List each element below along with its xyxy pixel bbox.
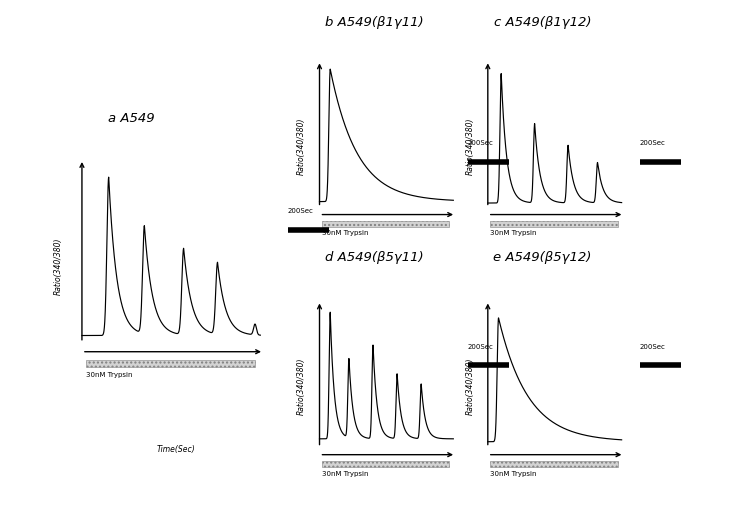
Bar [491,461,618,467]
Text: 30nM Trypsin: 30nM Trypsin [491,230,537,236]
Text: 200Sec: 200Sec [468,344,494,350]
Text: Ratio(340/380): Ratio(340/380) [297,117,306,175]
Text: e A549(β5γ12): e A549(β5γ12) [493,251,592,264]
Text: 200Sec: 200Sec [468,140,494,146]
Bar [85,360,255,367]
Text: 30nM Trypsin: 30nM Trypsin [85,372,132,377]
Text: 30nM Trypsin: 30nM Trypsin [491,470,537,477]
Text: Ratio(340/380): Ratio(340/380) [465,358,474,415]
Text: Ratio(340/380): Ratio(340/380) [465,117,474,175]
Bar [491,221,618,227]
Bar [322,461,450,467]
Text: 200Sec: 200Sec [640,344,666,350]
Text: d A549(β5γ11): d A549(β5γ11) [325,251,423,264]
Text: a A549: a A549 [108,112,154,125]
Text: 200Sec: 200Sec [640,140,666,146]
Text: c A549(β1γ12): c A549(β1γ12) [494,16,591,29]
Text: Ratio(340/380): Ratio(340/380) [297,358,306,415]
Text: Time(Sec): Time(Sec) [156,445,195,454]
Bar [322,221,450,227]
Text: b A549(β1γ11): b A549(β1γ11) [325,16,423,29]
Text: 30nM Trypsin: 30nM Trypsin [322,230,369,236]
Text: Time(Sec): Time(Sec) [539,289,577,298]
Text: Ratio(340/380): Ratio(340/380) [54,238,63,295]
Text: Time(Sec): Time(Sec) [370,289,409,298]
Text: 30nM Trypsin: 30nM Trypsin [322,470,369,477]
Text: 200Sec: 200Sec [288,208,314,214]
